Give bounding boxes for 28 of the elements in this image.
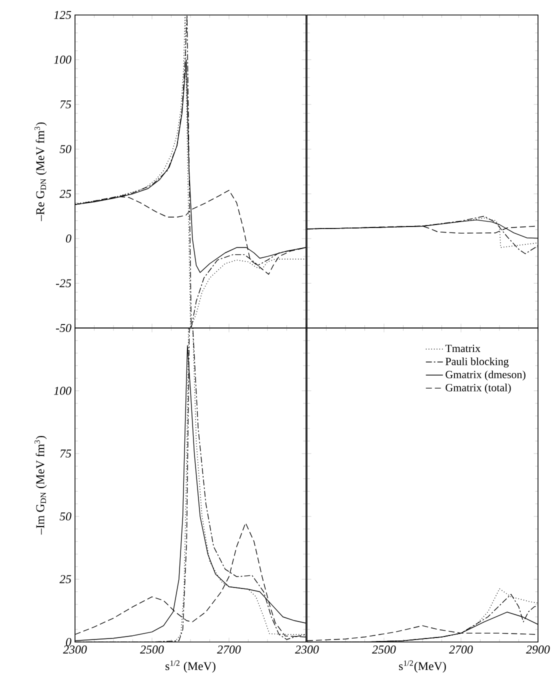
y-tick-label: 50 [60, 145, 72, 154]
y-tick-label: 100 [54, 386, 72, 395]
y-tick-label: 125 [54, 10, 72, 19]
y-tick-label: 50 [60, 512, 72, 520]
x-tick-label: 2300 [295, 646, 319, 654]
x-tick-label: 2300 [63, 646, 87, 654]
y-tick-label: -25 [56, 279, 72, 288]
x-tick-label: 2700 [217, 646, 241, 654]
x-axis-title: s$^{1/2}$ (MeV) [166, 660, 216, 673]
x-tick-label: 2500 [372, 646, 396, 654]
legend-label: Pauli blocking [446, 357, 509, 368]
y-tick-label: 25 [60, 190, 72, 198]
y-axis-title: –Im G$_{DN}$ (MeV fm$^{3}$) [34, 436, 47, 535]
x-tick-label: 2700 [449, 646, 473, 654]
y-tick-label: 100 [54, 56, 72, 64]
y-tick-label: -50 [56, 324, 72, 332]
y-tick-label: 75 [60, 450, 72, 458]
y-tick-label: 0 [66, 638, 72, 646]
y-tick-label: 25 [60, 575, 72, 584]
legend-label: Tmatrix [445, 344, 480, 352]
x-tick-label: 2900 [526, 646, 550, 654]
y-tick-label: 0 [66, 234, 72, 243]
y-tick-label: 75 [60, 100, 72, 108]
legend-label: Gmatrix (total) [446, 384, 511, 394]
x-axis-title: s$^{1/2}$(MeV) [399, 660, 446, 673]
legend-label: Gmatrix (dmeson) [446, 370, 526, 380]
x-tick-label: 2500 [140, 646, 164, 654]
y-axis-title: –Re G$_{DN}$ (MeV fm$^{3}$) [34, 122, 47, 222]
